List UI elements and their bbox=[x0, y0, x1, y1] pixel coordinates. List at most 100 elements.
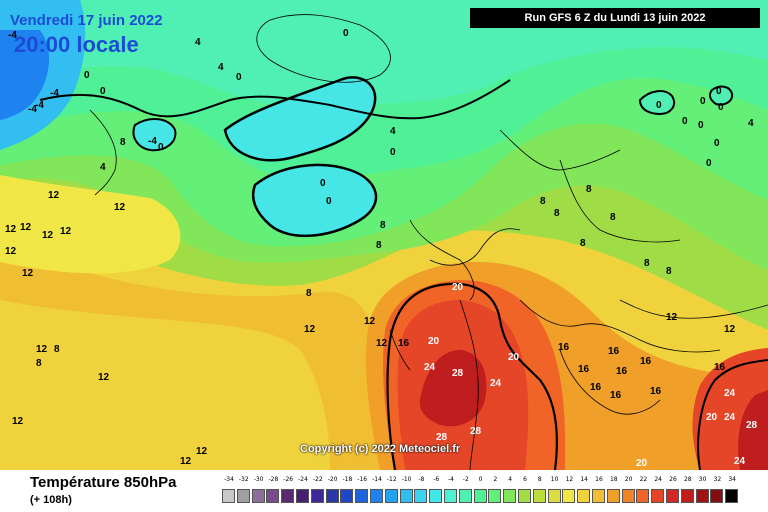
isotherm-label: 0 bbox=[700, 96, 706, 107]
scale-label: 26 bbox=[669, 476, 677, 483]
scale-swatch bbox=[577, 489, 591, 503]
scale-swatch bbox=[325, 489, 339, 503]
isotherm-label: 12 bbox=[364, 316, 376, 327]
isotherm-label: 16 bbox=[590, 382, 602, 393]
scale-label: -20 bbox=[327, 476, 338, 483]
scale-swatch bbox=[488, 489, 502, 503]
isotherm-label: 8 bbox=[36, 358, 42, 369]
isotherm-label: 8 bbox=[554, 208, 560, 219]
isotherm-label: 20 bbox=[428, 336, 440, 347]
scale-label: 6 bbox=[523, 476, 527, 483]
scale-label: -12 bbox=[386, 476, 397, 483]
scale-swatch bbox=[296, 489, 309, 503]
scale-swatch bbox=[562, 489, 576, 503]
isotherm-label: -4 bbox=[35, 100, 44, 111]
scale-label: 0 bbox=[478, 476, 483, 483]
isotherm-label: 20 bbox=[706, 412, 718, 423]
isotherm-label: 4 bbox=[218, 62, 224, 73]
isotherm-label: 16 bbox=[650, 386, 662, 397]
field-band-28-east bbox=[738, 390, 768, 470]
scale-swatch bbox=[384, 489, 398, 503]
isotherm-label: 12 bbox=[20, 222, 32, 233]
scale-label: 4 bbox=[508, 476, 513, 483]
scale-label: -24 bbox=[298, 476, 308, 483]
scale-label: 8 bbox=[537, 476, 542, 483]
isotherm-label: 12 bbox=[5, 224, 17, 235]
isotherm-label: 4 bbox=[100, 162, 106, 173]
scale-label: 32 bbox=[713, 476, 722, 483]
isotherm-0-east bbox=[638, 90, 676, 116]
scale-label: 16 bbox=[595, 476, 603, 483]
isotherm-label: 4 bbox=[195, 37, 201, 48]
isotherm-label: 12 bbox=[376, 338, 388, 349]
scale-label: -32 bbox=[238, 476, 249, 483]
field-band-26 bbox=[419, 350, 487, 427]
valid-time: 20:00 locale bbox=[14, 32, 139, 57]
scale-label: 20 bbox=[624, 476, 633, 483]
isotherm-label: 8 bbox=[540, 196, 546, 207]
scale-label: -30 bbox=[253, 476, 264, 483]
scale-swatch bbox=[710, 489, 724, 503]
isotherm-label: 8 bbox=[610, 212, 616, 223]
scale-swatch bbox=[547, 489, 561, 503]
valid-date: Vendredi 17 juin 2022 bbox=[10, 12, 163, 29]
isotherm-label: 12 bbox=[22, 268, 34, 279]
isotherm-label: 8 bbox=[306, 288, 312, 299]
scale-label: -16 bbox=[357, 476, 368, 483]
isotherm-label: 0 bbox=[84, 70, 90, 81]
isotherm-label: 0 bbox=[698, 120, 704, 131]
isotherm-label: 4 bbox=[748, 118, 754, 129]
scale-label: 2 bbox=[493, 476, 498, 483]
scale-label: 10 bbox=[550, 476, 559, 483]
scale-swatch bbox=[680, 489, 694, 503]
scale-label: -22 bbox=[312, 476, 323, 483]
isotherm-label: 28 bbox=[452, 368, 464, 379]
scale-swatch bbox=[695, 489, 709, 503]
isotherm-label: 16 bbox=[398, 338, 410, 349]
scale-swatch bbox=[355, 489, 369, 503]
isotherm-label: 8 bbox=[380, 220, 386, 231]
isotherm-label: 0 bbox=[718, 102, 724, 113]
isotherm-label: 0 bbox=[343, 28, 349, 39]
isotherm-label: 0 bbox=[326, 196, 332, 207]
field-cold-core bbox=[0, 30, 50, 120]
isotherm-20-east bbox=[697, 359, 768, 470]
scale-swatch bbox=[370, 489, 383, 503]
isotherm-label: 12 bbox=[180, 456, 192, 467]
isotherm-label: 0 bbox=[390, 147, 396, 158]
isotherm-label: 20 bbox=[636, 458, 648, 469]
isotherm-label: 16 bbox=[578, 364, 590, 375]
lead-time: (+ 108h) bbox=[30, 494, 72, 506]
isotherm-label: -4 bbox=[148, 136, 157, 147]
color-scale: -34 -32 -30 -28 -26 -24 -22 -20 -18 -16 -14 -12 -10-… bbox=[222, 476, 752, 508]
isotherm-label: 12 bbox=[98, 372, 110, 383]
scale-label: 22 bbox=[639, 476, 648, 483]
isotherm-label: 0 bbox=[320, 178, 326, 189]
isotherm-label: 8 bbox=[666, 266, 672, 277]
isotherm-label: 24 bbox=[724, 388, 736, 399]
scale-swatch bbox=[429, 489, 443, 503]
isotherm-label: 0 bbox=[682, 116, 688, 127]
scale-swatch bbox=[236, 489, 250, 503]
scale-swatch bbox=[340, 489, 354, 503]
scale-swatch bbox=[473, 489, 487, 503]
isotherm-label: 8 bbox=[120, 137, 126, 148]
scale-label: -10 bbox=[401, 476, 412, 483]
isotherm-label: 24 bbox=[724, 412, 736, 423]
isotherm-label: 12 bbox=[5, 246, 17, 257]
isotherm-label: 8 bbox=[376, 240, 382, 251]
cold-pool-greenland bbox=[132, 118, 177, 152]
isotherm-label: 8 bbox=[644, 258, 650, 269]
run-info: Run GFS 6 Z du Lundi 13 juin 2022 bbox=[470, 8, 760, 28]
scale-swatch bbox=[222, 489, 235, 503]
field-band-12-west bbox=[0, 175, 181, 274]
isotherm-label: 12 bbox=[196, 446, 208, 457]
scale-label: 24 bbox=[654, 476, 662, 483]
isotherm-label: 0 bbox=[706, 158, 712, 169]
isotherm-label: 24 bbox=[490, 378, 502, 389]
scale-label: 28 bbox=[683, 476, 692, 483]
isotherm-label: 12 bbox=[60, 226, 72, 237]
scale-swatch bbox=[592, 489, 605, 503]
scale-label: -28 bbox=[268, 476, 279, 483]
